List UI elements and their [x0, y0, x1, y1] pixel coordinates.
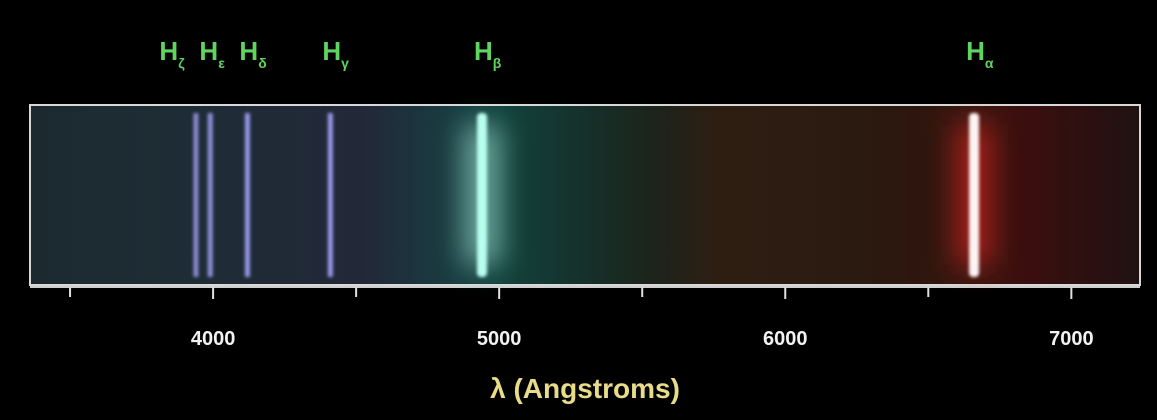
- line-subscript: γ: [341, 55, 349, 71]
- line-symbol: H: [199, 36, 218, 66]
- line-symbol: H: [239, 36, 258, 66]
- line-label: Hβ: [474, 36, 502, 71]
- line-symbol: H: [322, 36, 341, 66]
- line-subscript: ε: [218, 55, 225, 71]
- line-label: Hα: [966, 36, 994, 71]
- chart: λ (Angstroms) 4000500060007000HζHεHδHγHβ…: [0, 0, 1157, 420]
- emission-line: [328, 113, 333, 277]
- line-symbol: H: [159, 36, 178, 66]
- line-subscript: ζ: [178, 55, 185, 71]
- emission-line: [969, 113, 979, 277]
- line-subscript: δ: [258, 55, 267, 71]
- x-axis-label: λ (Angstroms): [490, 373, 680, 404]
- x-tick-label: 4000: [191, 328, 236, 350]
- line-label: Hζ: [159, 36, 185, 71]
- emission-line: [477, 113, 487, 277]
- line-label: Hε: [199, 36, 225, 71]
- line-label: Hδ: [239, 36, 266, 71]
- line-label: Hγ: [322, 36, 349, 71]
- line-symbol: H: [474, 36, 493, 66]
- emission-line: [193, 113, 198, 277]
- emission-line: [208, 113, 213, 277]
- line-subscript: β: [493, 55, 502, 71]
- x-tick-label: 5000: [477, 328, 522, 350]
- line-symbol: H: [966, 36, 985, 66]
- x-tick-label: 6000: [763, 328, 808, 350]
- line-subscript: α: [985, 55, 994, 71]
- page: {"chart_data": { "type": "spectrum", "x_…: [0, 0, 1157, 420]
- emission-line: [245, 113, 250, 277]
- x-tick-label: 7000: [1049, 328, 1094, 350]
